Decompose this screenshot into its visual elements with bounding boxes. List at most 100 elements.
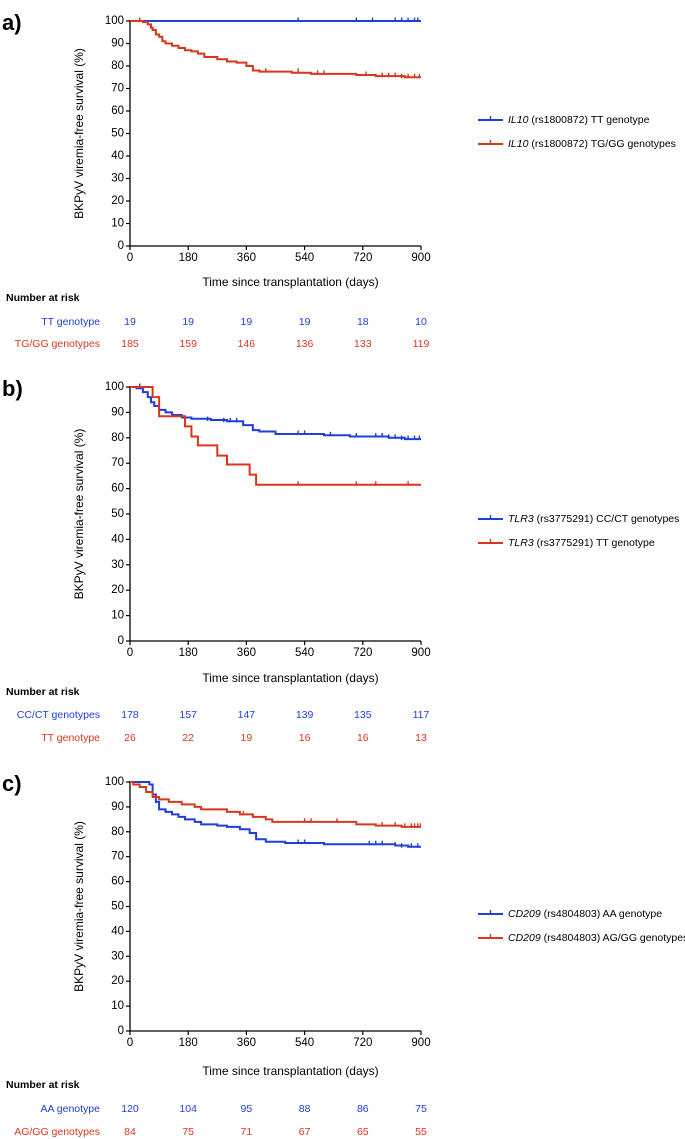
panel-1-y-tick-label: 100 — [105, 15, 124, 27]
panel-1-risk-value: 185 — [121, 338, 139, 350]
panel-2-risk-value: 26 — [124, 732, 136, 744]
panel-2-y-tick-label: 0 — [118, 635, 124, 647]
panel-1-series-red-line — [130, 20, 421, 79]
panel-3-y-tick-label: 10 — [111, 1000, 124, 1012]
panel-2-x-tick-label: 180 — [179, 647, 198, 659]
panel-1-risk-value: 19 — [124, 316, 136, 328]
panel-2-series-blue-line — [130, 386, 421, 441]
panel-2-y-tick-label: 30 — [111, 559, 124, 571]
panel-1-y-tick-label: 50 — [111, 128, 124, 140]
panel-1-y-tick-label: 60 — [111, 105, 124, 117]
panel-1-y-tick-label: 10 — [111, 218, 124, 230]
panel-2-legend-entry: TLR3 (rs3775291) CC/CT genotypes — [508, 513, 679, 525]
panel-1-x-tick-label: 720 — [353, 252, 372, 264]
panel-1-label: a) — [2, 10, 22, 35]
panel-1-risk-row-label: TT genotype — [41, 316, 100, 328]
panel-3-y-tick-label: 70 — [111, 851, 124, 863]
panel-2-x-tick-label: 540 — [295, 647, 314, 659]
panel-2-series-red-line — [130, 386, 421, 486]
panel-2-x-tick-label: 0 — [127, 647, 133, 659]
panel-3-risk-value: 95 — [241, 1103, 253, 1115]
panel-1-risk-value: 146 — [238, 338, 256, 350]
panel-3-risk-value: 75 — [182, 1126, 194, 1138]
panel-3-risk-value: 71 — [241, 1126, 253, 1138]
panel-3-risk-row-label: AA genotype — [40, 1103, 100, 1115]
panel-1-x-tick-label: 0 — [127, 252, 133, 264]
panel-2-risk-value: 178 — [121, 709, 139, 721]
panel-2-x-axis-label: Time since transplantation (days) — [202, 671, 378, 685]
panel-2-risk-value: 19 — [241, 732, 253, 744]
panel-2-legend-entry: TLR3 (rs3775291) TT genotype — [508, 537, 655, 549]
panel-1-x-tick-label: 540 — [295, 252, 314, 264]
panel-3-risk-value: 88 — [299, 1103, 311, 1115]
panel-3-y-tick-label: 100 — [105, 776, 124, 788]
panel-1: a) 0 10 20 30 40 50 60 70 80 90 100 0 180 360 540 720 900… — [2, 10, 676, 350]
panel-2-risk-value: 147 — [238, 709, 256, 721]
panel-2-risk-row-label: CC/CT genotypes — [17, 709, 100, 721]
panel-1-y-axis-label: BKPyV viremia-free survival (%) — [72, 48, 86, 219]
panel-3-risk-value: 104 — [179, 1103, 197, 1115]
panel-2-label: b) — [2, 376, 23, 401]
panel-1-x-tick-label: 900 — [411, 252, 430, 264]
panel-1-y-tick-label: 0 — [118, 240, 124, 252]
panel-2-risk-value: 16 — [357, 732, 369, 744]
panel-1-y-tick-label: 20 — [111, 195, 124, 207]
panel-3-x-tick-label: 900 — [411, 1037, 430, 1049]
panel-3-risk-value: 86 — [357, 1103, 369, 1115]
panel-1-risk-value: 133 — [354, 338, 372, 350]
panel-3-legend-entry: CD209 (rs4804803) AG/GG genotypes — [508, 932, 685, 944]
panel-1-x-tick-label: 180 — [179, 252, 198, 264]
panel-3-risk-value: 67 — [299, 1126, 311, 1138]
panel-2: b) 0 10 20 30 40 50 60 70 80 90 100 0 180 360 540 720 900… — [2, 376, 679, 744]
panel-1-risk-value: 19 — [241, 316, 253, 328]
panel-3-risk-value: 84 — [124, 1126, 136, 1138]
panel-3-x-tick-label: 540 — [295, 1037, 314, 1049]
panel-3-label: c) — [2, 771, 22, 796]
panel-3-y-tick-label: 80 — [111, 826, 124, 838]
panel-3-x-tick-label: 360 — [237, 1037, 256, 1049]
panel-2-x-tick-label: 360 — [237, 647, 256, 659]
panel-3-risk-title: Number at risk — [6, 1079, 80, 1091]
panel-2-risk-value: 135 — [354, 709, 372, 721]
panel-3-x-axis-label: Time since transplantation (days) — [202, 1064, 378, 1078]
panel-1-y-tick-label: 90 — [111, 38, 124, 50]
panel-3-risk-value: 75 — [415, 1103, 427, 1115]
panel-1-legend-entry: IL10 (rs1800872) TT genotype — [508, 114, 650, 126]
panel-1-y-tick-label: 70 — [111, 83, 124, 95]
panel-2-risk-title: Number at risk — [6, 686, 80, 698]
panel-2-y-tick-label: 10 — [111, 610, 124, 622]
panel-2-y-tick-label: 60 — [111, 483, 124, 495]
panel-2-y-tick-label: 70 — [111, 457, 124, 469]
panel-2-risk-value: 22 — [182, 732, 194, 744]
panel-2-y-tick-label: 40 — [111, 533, 124, 545]
panel-3-risk-value: 120 — [121, 1103, 139, 1115]
panel-1-x-axis-label: Time since transplantation (days) — [202, 275, 378, 289]
panel-1-y-tick-label: 80 — [111, 60, 124, 72]
panel-2-risk-value: 13 — [415, 732, 427, 744]
panel-3-risk-value: 55 — [415, 1126, 427, 1138]
panel-1-risk-value: 18 — [357, 316, 369, 328]
panel-2-x-tick-label: 900 — [411, 647, 430, 659]
panel-1-y-tick-label: 30 — [111, 173, 124, 185]
panel-2-y-tick-label: 90 — [111, 406, 124, 418]
panel-3-x-tick-label: 0 — [127, 1037, 133, 1049]
panel-3: c) 0 10 20 30 40 50 60 70 80 90 100 0 180 360 540 720 900… — [2, 771, 685, 1138]
panel-3-y-tick-label: 90 — [111, 801, 124, 813]
panel-1-x-tick-label: 360 — [237, 252, 256, 264]
panel-3-x-tick-label: 180 — [179, 1037, 198, 1049]
panel-2-y-axis-label: BKPyV viremia-free survival (%) — [72, 429, 86, 600]
panel-3-y-tick-label: 60 — [111, 876, 124, 888]
panel-1-risk-title: Number at risk — [6, 292, 80, 304]
panel-2-risk-value: 16 — [299, 732, 311, 744]
panel-1-risk-value: 159 — [179, 338, 197, 350]
panel-3-x-tick-label: 720 — [353, 1037, 372, 1049]
panel-3-y-tick-label: 40 — [111, 925, 124, 937]
panel-3-y-tick-label: 30 — [111, 950, 124, 962]
panel-1-legend-entry: IL10 (rs1800872) TG/GG genotypes — [508, 138, 676, 150]
panel-3-legend-entry: CD209 (rs4804803) AA genotype — [508, 908, 662, 920]
panel-3-risk-row-label: AG/GG genotypes — [14, 1126, 100, 1138]
panel-1-risk-row-label: TG/GG genotypes — [15, 338, 100, 350]
panel-3-series-red-line — [130, 781, 421, 828]
panel-1-risk-value: 19 — [182, 316, 194, 328]
